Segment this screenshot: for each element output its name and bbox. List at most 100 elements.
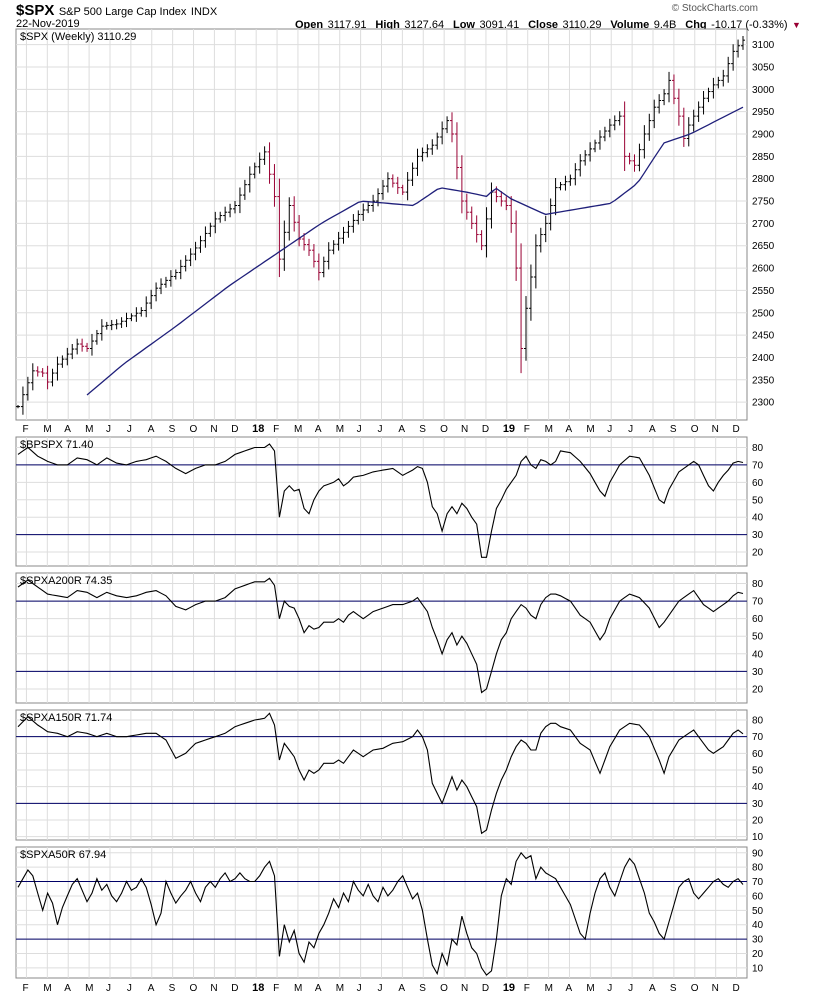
ticker-name: S&P 500 Large Cap Index [58,6,187,18]
x-tick-label: F [22,983,28,994]
y-tick-label: 40 [752,782,764,793]
x-tick-label: M [294,424,302,435]
x-tick-label: J [127,983,132,994]
volume-value: 9.4B [653,19,677,31]
indicator-line [17,851,744,976]
panel-label: $BPSPX 71.40 [20,439,93,451]
y-tick-label: 2400 [752,353,775,364]
exchange-name: INDX [190,6,218,18]
y-tick-label: 2900 [752,130,775,141]
low-value: 3091.41 [479,19,520,31]
chg-label: Chg [685,19,707,31]
x-tick-label: A [565,424,572,435]
x-tick-label: O [190,424,198,435]
y-tick-label: 40 [752,920,764,931]
x-tick-label: D [482,424,489,435]
indicator-line [17,712,744,835]
y-tick-label: 70 [752,460,764,471]
y-tick-label: 3050 [752,62,775,73]
y-tick-label: 60 [752,891,764,902]
x-tick-label: D [733,983,740,994]
x-tick-label: N [210,983,217,994]
x-tick-label: J [106,424,111,435]
panel-label: $SPXA200R 74.35 [20,575,112,587]
y-tick-label: 2500 [752,308,775,319]
x-tick-label: D [482,983,489,994]
x-tick-label: M [586,983,594,994]
y-tick-label: 2350 [752,375,775,386]
x-tick-label: M [43,424,51,435]
indicator-line [17,577,744,694]
y-tick-label: 20 [752,949,764,960]
low-label: Low [452,19,475,31]
close-label: Close [528,19,559,31]
y-tick-label: 80 [752,716,764,727]
x-tick-label: D [231,983,238,994]
x-tick-label: J [628,424,633,435]
moving-average-line [86,106,744,396]
quote-summary: Open 3117.91 High 3127.64 Low 3091.41 Cl… [295,15,801,33]
y-tick-label: 50 [752,766,764,777]
down-arrow-icon: ▼ [792,20,801,30]
x-tick-label: O [440,983,448,994]
x-tick-label: D [733,424,740,435]
chart-date: 22-Nov-2019 [16,18,80,30]
y-tick-label: 70 [752,732,764,743]
x-tick-label: 18 [252,982,264,994]
x-tick-label: A [315,983,322,994]
panel-label: $SPXA50R 67.94 [20,849,106,861]
y-tick-label: 20 [752,816,764,827]
x-tick-label: F [524,983,530,994]
y-tick-label: 60 [752,478,764,489]
y-tick-label: 2850 [752,152,775,163]
y-tick-label: 2600 [752,264,775,275]
open-label: Open [295,19,324,31]
x-tick-label: O [440,424,448,435]
y-tick-label: 80 [752,579,764,590]
x-tick-label: M [545,424,553,435]
y-tick-label: 50 [752,632,764,643]
y-tick-label: 20 [752,548,764,559]
x-tick-label: D [231,424,238,435]
x-tick-label: M [336,983,344,994]
y-tick-label: 3000 [752,85,775,96]
open-value: 3117.91 [327,19,367,31]
x-tick-label: A [649,983,656,994]
x-tick-label: 19 [503,423,515,435]
x-tick-label: A [148,424,155,435]
x-tick-label: J [357,424,362,435]
indicator-line [17,443,744,558]
x-tick-label: J [607,424,612,435]
y-tick-label: 40 [752,649,764,660]
x-tick-label: N [210,424,217,435]
y-tick-label: 30 [752,935,764,946]
x-tick-label: N [461,424,468,435]
high-label: High [375,19,400,31]
x-tick-label: 18 [252,423,264,435]
x-tick-label: A [64,983,71,994]
y-tick-label: 20 [752,684,764,695]
x-tick-label: A [148,983,155,994]
x-tick-label: A [398,424,405,435]
y-tick-label: 70 [752,597,764,608]
x-tick-label: M [336,424,344,435]
y-tick-label: 10 [752,963,764,974]
y-tick-label: 2650 [752,241,775,252]
x-tick-label: A [565,983,572,994]
y-tick-label: 50 [752,495,764,506]
watermark: © StockCharts.com [672,3,758,14]
x-tick-label: O [190,983,198,994]
y-tick-label: 3100 [752,40,775,51]
x-tick-label: O [691,424,699,435]
x-tick-label: 19 [503,982,515,994]
y-tick-label: 2800 [752,174,775,185]
y-tick-label: 60 [752,749,764,760]
x-tick-label: J [357,983,362,994]
high-value: 3127.64 [404,19,445,31]
y-tick-label: 80 [752,863,764,874]
x-tick-label: J [378,424,383,435]
x-tick-label: S [419,424,426,435]
x-tick-label: J [607,983,612,994]
x-tick-label: F [524,424,530,435]
